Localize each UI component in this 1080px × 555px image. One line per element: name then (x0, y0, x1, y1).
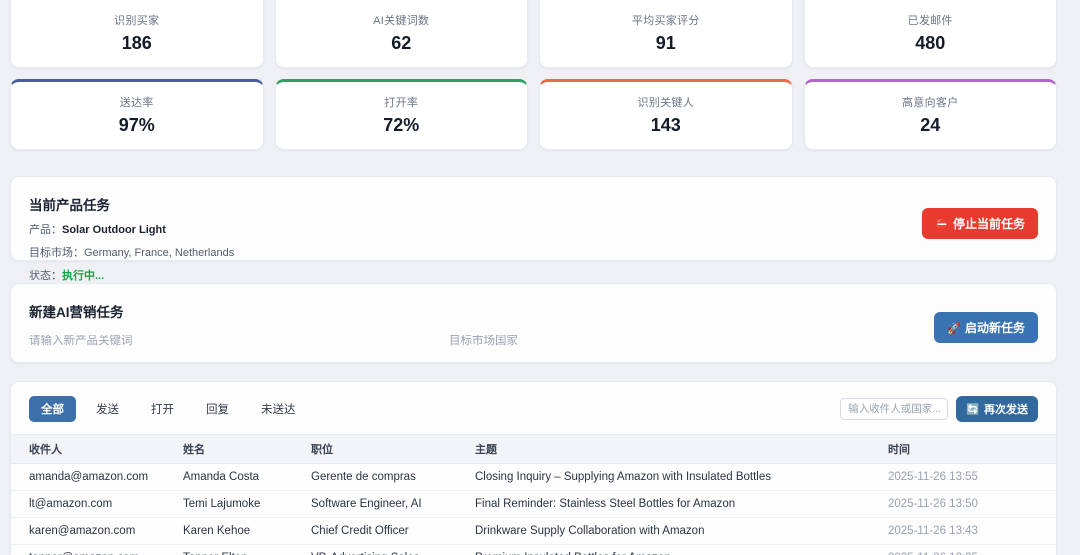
stat-label: 高意向客户 (902, 97, 959, 109)
table-cell: VP, Advertising Sales (311, 544, 475, 555)
resend-label: 再次发送 (984, 404, 1028, 416)
product-label: 产品： (29, 224, 62, 236)
stat-card: 平均买家评分 91 (539, 0, 793, 68)
stats-row-top: 识别买家 186 AI关键词数 62 平均买家评分 91 已发邮件 480 (10, 0, 1057, 68)
column-header: 主题 (475, 434, 888, 464)
mail-tab-回复[interactable]: 回复 (194, 396, 241, 422)
table-cell: Karen Kehoe (183, 517, 311, 545)
table-row[interactable]: amanda@amazon.com Amanda Costa Gerente de … (11, 463, 1056, 491)
column-header: 姓名 (183, 434, 311, 464)
task-product-line: 产品：Solar Outdoor Light (29, 221, 1038, 237)
stat-card: 送达率 97% (10, 79, 264, 150)
stat-value: 91 (655, 33, 676, 53)
mail-tab-发送[interactable]: 发送 (84, 396, 131, 422)
mail-table: 收件人 姓名 职位 主题 时间 amanda@amazon.com Amanda Cost… (11, 434, 1056, 555)
stat-card: 高意向客户 24 (803, 79, 1057, 150)
launch-task-button[interactable]: 🚀 启动新任务 (934, 312, 1038, 343)
column-header: 职位 (311, 434, 475, 464)
stat-label: 打开率 (384, 97, 419, 109)
new-task-title: 新建AI营销任务 (29, 305, 124, 320)
table-cell: lt@amazon.com (11, 490, 183, 518)
stat-label: 送达率 (119, 97, 154, 109)
target-market-input[interactable] (449, 335, 749, 347)
table-cell: 2025-11-26 13:43 (888, 517, 1056, 545)
stat-card: 识别关键人 143 (539, 79, 793, 150)
table-cell: Software Engineer, AI (311, 490, 475, 518)
new-task-inputs (29, 335, 1038, 347)
mail-filter-tabs: 全部 发送 打开 回复 未送达 (29, 396, 308, 422)
table-cell: Amanda Costa (183, 463, 311, 491)
stat-label: 已发邮件 (907, 15, 953, 27)
refresh-icon: 🔄 (966, 404, 980, 416)
stop-task-button[interactable]: ⛔ 停止当前任务 (922, 208, 1038, 239)
mail-table-header-row: 收件人 姓名 职位 主题 时间 (11, 434, 1056, 464)
table-cell: Gerente de compras (311, 463, 475, 491)
table-cell: Drinkware Supply Collaboration with Amaz… (475, 517, 888, 545)
stat-value: 480 (915, 33, 946, 53)
product-keyword-input[interactable] (29, 335, 449, 347)
rocket-icon: 🚀 (947, 323, 961, 335)
stop-task-label: 停止当前任务 (952, 217, 1025, 231)
stat-value: 97% (118, 115, 155, 135)
market-value: Germany, France, Netherlands (84, 247, 235, 259)
table-row[interactable]: tanner@amazon.comTanner EltonVP, Adverti… (11, 544, 1056, 555)
market-label: 目标市场： (29, 247, 84, 259)
launch-task-label: 启动新任务 (964, 321, 1025, 335)
table-cell: Premium Insulated Bottles for Amazon (475, 544, 888, 555)
stat-value: 186 (121, 33, 152, 53)
current-task-panel: 当前产品任务 产品：Solar Outdoor Light 目标市场：Germa… (10, 176, 1057, 282)
stat-label: 识别关键人 (637, 97, 694, 109)
stat-value: 62 (391, 33, 412, 53)
table-cell: 2025-11-26 13:50 (888, 490, 1056, 518)
mail-tab-打开[interactable]: 打开 (139, 396, 186, 422)
column-header: 时间 (888, 434, 1056, 464)
task-status-line: 状态：执行中... (29, 267, 1038, 283)
new-task-panel: 新建AI营销任务 🚀启动新任务 (10, 283, 1057, 363)
stat-value: 143 (650, 115, 681, 135)
stat-value: 24 (920, 115, 941, 135)
stat-card: 已发邮件 480 (803, 0, 1057, 68)
table-cell: tanner@amazon.com (11, 544, 183, 555)
stat-card: 识别买家 186 (10, 0, 264, 68)
stat-label: 平均买家评分 (631, 15, 700, 27)
stats-row-bottom: 送达率 97% 打开率 72% 识别关键人 143 高意向客户 24 (10, 79, 1057, 150)
table-cell: Final Reminder: Stainless Steel Bottles … (475, 490, 888, 518)
table-cell: 2025-11-26 13:35 (888, 544, 1056, 555)
stat-card: 打开率 72% (274, 79, 528, 150)
table-cell: 2025-11-26 13:55 (888, 463, 1056, 491)
table-cell: karen@amazon.com (11, 517, 183, 545)
table-row[interactable]: karen@amazon.com Karen Kehoe Chief Credit … (11, 517, 1056, 545)
status-badge: 执行中... (62, 270, 105, 282)
table-cell: Closing Inquiry – Supplying Amazon with … (475, 463, 888, 491)
current-task-title: 当前产品任务 (29, 198, 110, 213)
product-value: Solar Outdoor Light (62, 224, 166, 236)
stat-value: 72% (383, 115, 420, 135)
resend-button[interactable]: 🔄 再次发送 (956, 396, 1038, 422)
column-header: 收件人 (11, 434, 183, 464)
stat-label: 识别买家 (114, 15, 160, 27)
table-cell: Chief Credit Officer (311, 517, 475, 545)
status-label: 状态： (29, 270, 62, 282)
mail-tab-未送达[interactable]: 未送达 (249, 396, 308, 422)
mail-search-input[interactable] (840, 398, 949, 420)
table-cell: amanda@amazon.com (11, 463, 183, 491)
task-market-line: 目标市场：Germany, France, Netherlands (29, 244, 1038, 260)
table-row[interactable]: lt@amazon.com Temi Lajumoke Software Engin… (11, 490, 1056, 518)
mail-tab-全部[interactable]: 全部 (29, 396, 76, 422)
stat-label: AI关键词数 (373, 15, 430, 27)
table-cell: Tanner Elton (183, 544, 311, 555)
stop-icon: ⛔ (935, 219, 949, 231)
stat-card: AI关键词数 62 (274, 0, 528, 68)
table-cell: Temi Lajumoke (183, 490, 311, 518)
